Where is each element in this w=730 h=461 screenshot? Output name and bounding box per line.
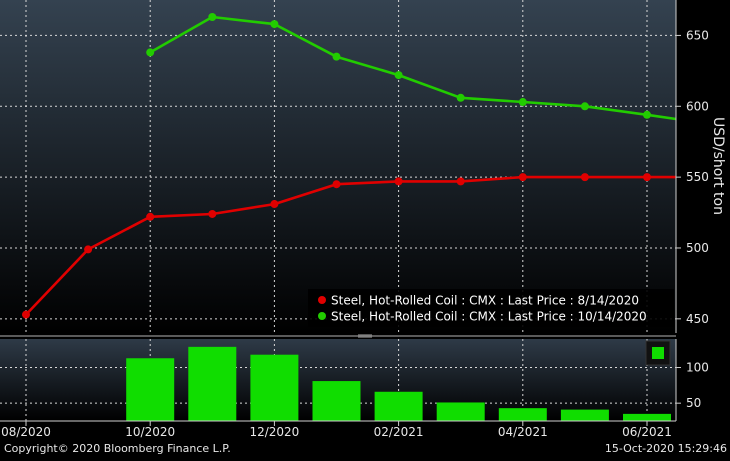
volume-legend-swatch	[652, 347, 664, 359]
series-point-1	[643, 173, 651, 182]
series-point-2	[270, 20, 279, 29]
series-line-2	[149, 15, 677, 121]
series-point-1	[84, 245, 93, 254]
series-point-1	[270, 200, 279, 209]
volume-tick-label: 100	[686, 361, 709, 375]
x-tick-label: 10/2020	[125, 425, 175, 439]
series-point-1	[394, 177, 403, 186]
series-point-2	[146, 48, 155, 57]
series-point-2	[332, 52, 341, 61]
volume-bar	[374, 391, 423, 421]
volume-bar	[188, 346, 237, 421]
legend-box	[308, 289, 674, 327]
series-line-1	[25, 175, 676, 316]
series-point-1	[580, 173, 589, 182]
legend-label-2: Steel, Hot-Rolled Coil : CMX : Last Pric…	[331, 310, 647, 324]
volume-tick-label: 50	[686, 396, 701, 410]
series-point-2	[580, 102, 589, 111]
y-tick-label: 450	[686, 312, 709, 326]
x-tick-label: 12/2020	[249, 425, 299, 439]
copyright-text: Copyright© 2020 Bloomberg Finance L.P.	[4, 442, 231, 455]
x-tick-label: 08/2020	[1, 425, 51, 439]
y-tick-label: 650	[686, 28, 709, 42]
series-point-2	[456, 93, 465, 102]
y-axis-title: USD/short ton	[710, 117, 726, 215]
volume-bar	[560, 409, 609, 421]
volume-bar	[436, 402, 485, 421]
main-panel-bg	[0, 0, 676, 333]
series-point-2	[518, 98, 527, 107]
y-tick-label: 600	[686, 99, 709, 113]
timestamp-text: 15-Oct-2020 15:29:46	[605, 442, 727, 455]
series-point-1	[146, 212, 155, 221]
x-tick-label: 04/2021	[498, 425, 548, 439]
y-tick-label: 550	[686, 170, 709, 184]
volume-bar	[498, 408, 547, 421]
series-point-2	[208, 13, 217, 22]
x-tick-label: 02/2021	[374, 425, 424, 439]
volume-bar	[623, 413, 671, 421]
series-point-1	[332, 180, 341, 189]
series-point-2	[394, 71, 403, 80]
volume-bar	[312, 381, 361, 421]
volume-bar	[126, 358, 175, 421]
legend-marker-1	[318, 296, 326, 304]
y-tick-label: 500	[686, 241, 709, 255]
series-point-1	[456, 177, 465, 186]
legend-marker-2	[318, 312, 326, 320]
series-point-1	[22, 310, 30, 319]
volume-bar	[250, 354, 299, 421]
series-point-2	[643, 110, 651, 119]
x-tick-label: 06/2021	[622, 425, 672, 439]
series-point-1	[208, 209, 217, 218]
legend-label-1: Steel, Hot-Rolled Coil : CMX : Last Pric…	[331, 294, 639, 308]
series-point-1	[518, 173, 527, 182]
